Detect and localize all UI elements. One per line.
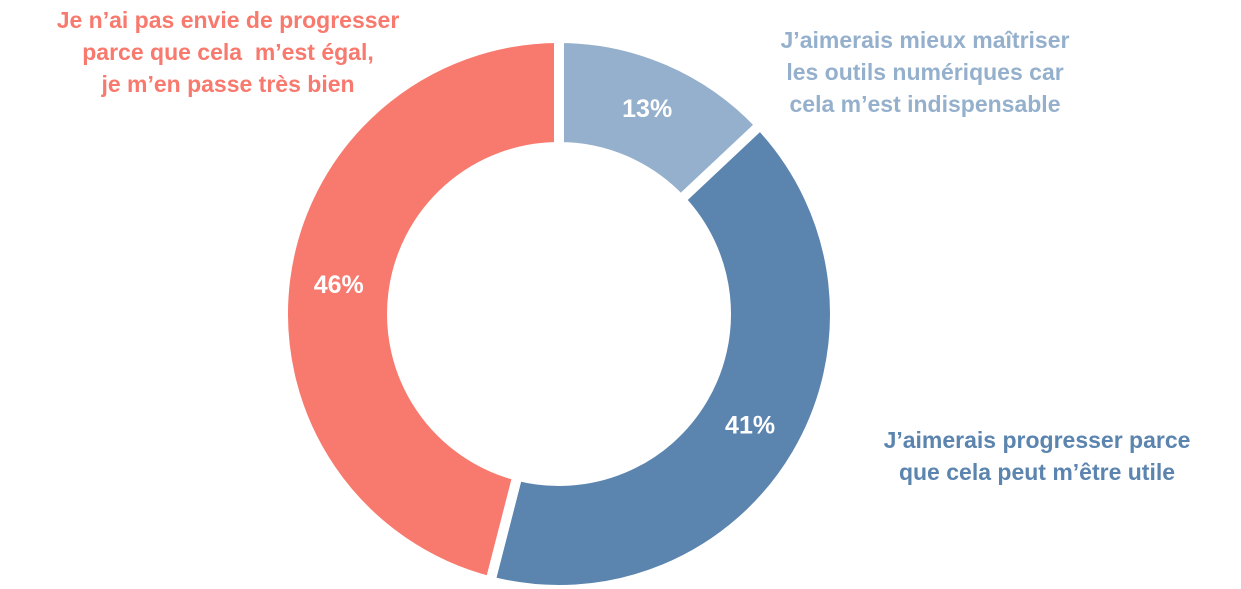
category-label: J’aimerais mieux maîtriser — [781, 27, 1070, 53]
category-label: J’aimerais progresser parce — [884, 427, 1191, 453]
category-label: je m’en passe très bien — [100, 71, 354, 97]
donut-slice — [484, 117, 840, 589]
value-label: 13% — [622, 95, 672, 123]
value-label: 41% — [725, 412, 775, 440]
category-label: que cela peut m’être utile — [899, 459, 1175, 485]
category-label: parce que cela m’est égal, — [82, 39, 373, 65]
value-label: 46% — [314, 271, 364, 299]
donut-slice — [278, 32, 564, 588]
category-label: cela m’est indispensable — [789, 91, 1060, 117]
category-label: les outils numériques car — [786, 59, 1063, 85]
category-label: Je n’ai pas envie de progresser — [57, 7, 400, 33]
